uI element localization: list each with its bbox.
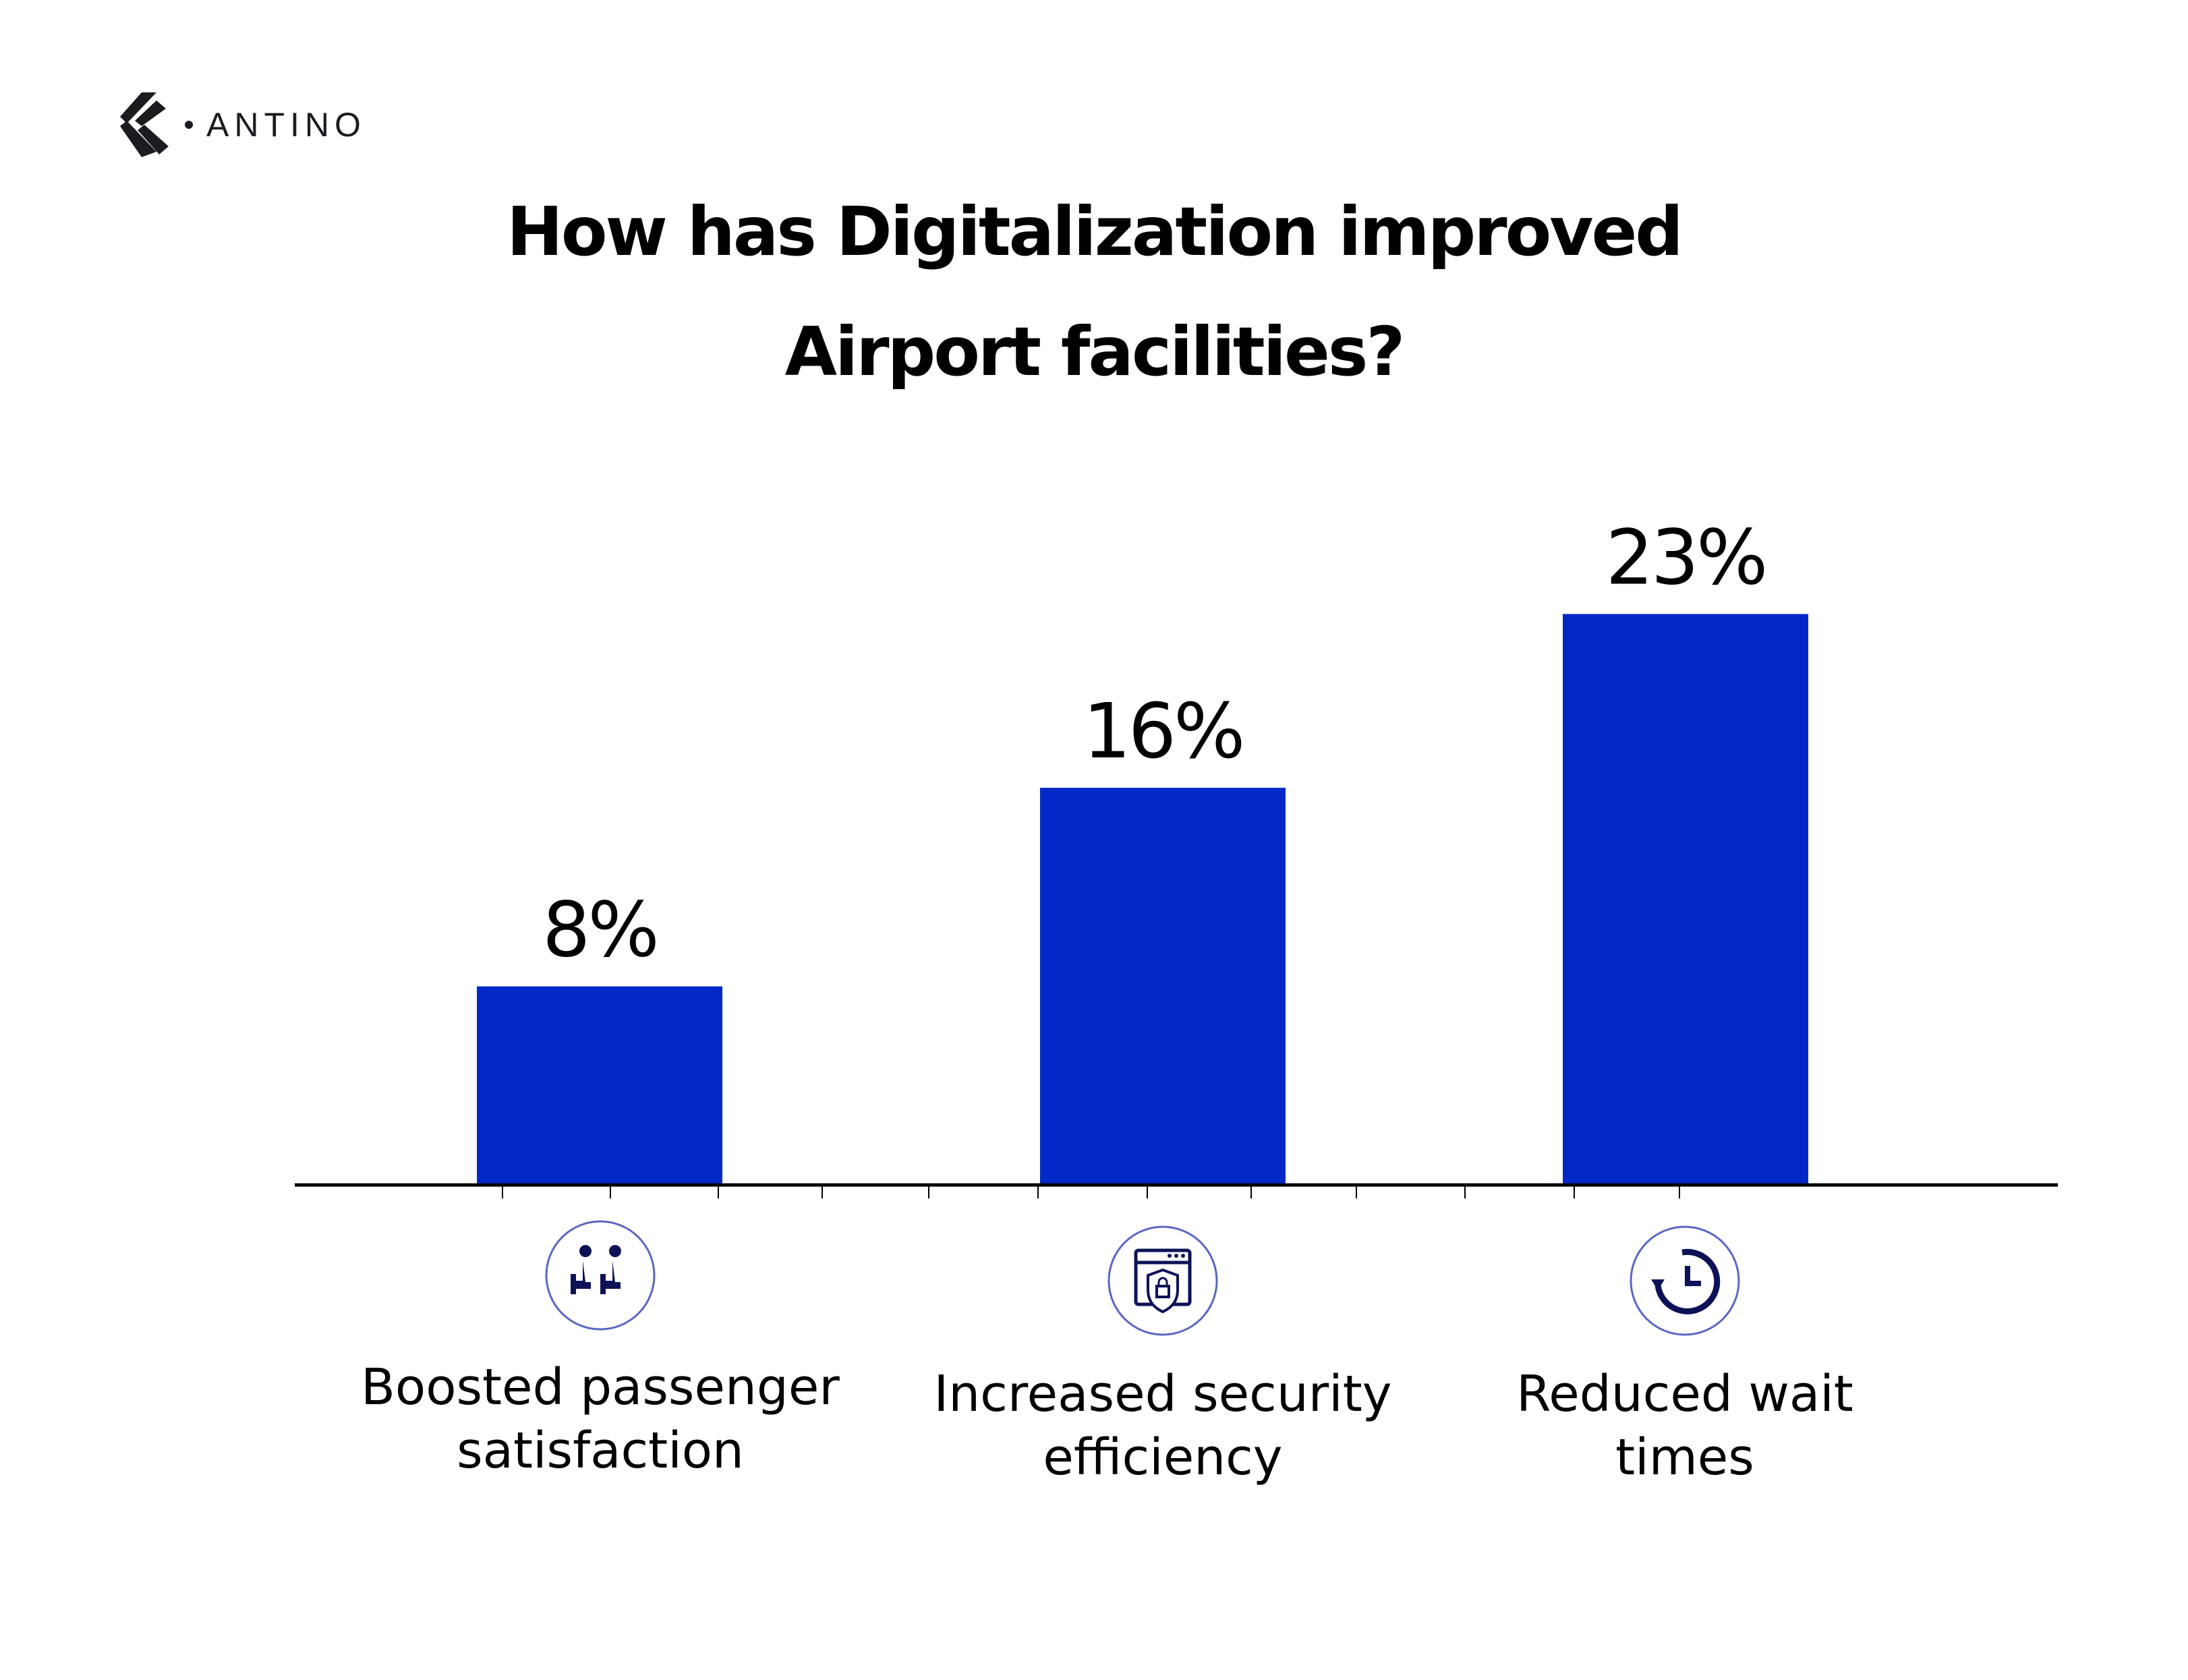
category-label-line: Reduced wait [1516,1365,1853,1423]
category-label-line: Boosted passenger [361,1358,840,1416]
category-label-3: Reduced wait times [1415,1362,1955,1489]
category-label-1: Boosted passenger satisfaction [330,1356,870,1482]
category-label-line: times [1615,1428,1754,1486]
category-label-line: satisfaction [457,1422,744,1480]
data-label: 8% [542,887,657,975]
security-shield-lock-icon [1134,1248,1192,1314]
passenger-seats-icon [571,1245,621,1294]
logo-dot [185,121,193,129]
bar [1040,788,1286,1185]
clock-history-icon [1651,1248,1721,1314]
antino-logo: ANTINO [115,91,366,158]
antino-logo-mark-icon [120,92,169,157]
title-line-2: Airport facilities? [784,312,1406,391]
bar [477,986,722,1185]
data-label: 16% [1083,688,1243,776]
category-label-line: Increased security [933,1365,1392,1423]
title-line-1: How has Digitalization improved [507,192,1683,271]
chart-title: How has Digitalization improved Airport … [0,172,2188,412]
category-label-2: Increased security efficiency [893,1362,1433,1489]
bar [1563,614,1808,1185]
data-label: 23% [1606,514,1766,602]
category-label-line: efficiency [1043,1428,1283,1486]
brand-name: ANTINO [206,106,366,144]
